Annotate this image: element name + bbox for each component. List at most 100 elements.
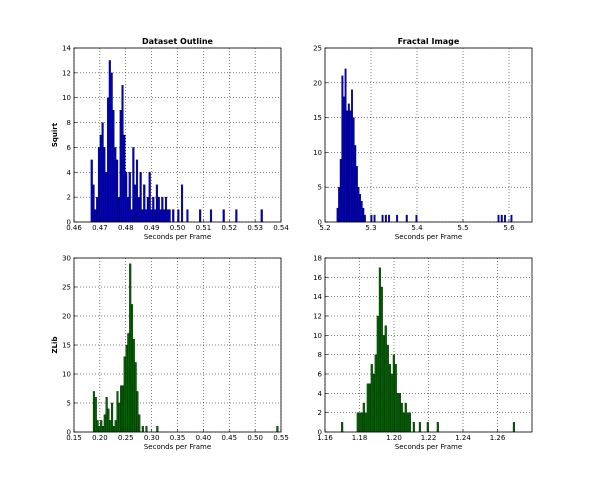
histogram-bar — [376, 315, 379, 433]
y-tick-label: 15 — [313, 114, 322, 122]
x-tick-label: 0.55 — [273, 434, 289, 442]
histogram-bar — [110, 72, 113, 223]
x-tick-label: 0.46 — [66, 224, 82, 232]
histogram-bar — [114, 147, 117, 223]
y-tick-label: 2 — [67, 194, 71, 202]
histogram-bar — [159, 209, 162, 223]
histogram-bar — [114, 420, 117, 433]
histogram-bar — [359, 194, 362, 223]
y-tick-label: 6 — [318, 371, 323, 379]
histogram-bar — [132, 147, 135, 223]
histogram-bar — [156, 426, 159, 433]
x-tick-label: 0.53 — [247, 224, 263, 232]
histogram-bar — [504, 214, 506, 223]
histogram-bar — [96, 420, 99, 433]
y-tick-label: 15 — [62, 342, 71, 350]
chart-panel-1: 0.46 0.47 0.48 0.49 0.50 0.51 0.52 0.53 0.54 0 2 4 6… — [51, 37, 289, 241]
histogram-bar — [145, 426, 148, 433]
histogram-bar — [362, 402, 365, 433]
histogram-bar — [101, 122, 104, 223]
histogram-bar — [396, 393, 399, 433]
x-tick-label: 0.52 — [221, 224, 237, 232]
y-tick-label: 6 — [67, 144, 72, 152]
histogram-bar — [116, 391, 119, 433]
histogram-bar — [120, 385, 123, 433]
histogram-bar — [94, 209, 97, 223]
histogram-bar — [101, 426, 105, 433]
histogram-bar — [168, 209, 171, 223]
histogram-bar — [157, 196, 160, 223]
histogram-bar — [346, 110, 349, 223]
histogram-bar — [166, 209, 169, 223]
x-axis-label: Seconds per Frame — [395, 443, 462, 451]
y-axis-label: Squirt — [51, 122, 59, 147]
histogram-bar — [108, 60, 111, 223]
histogram-bar — [109, 420, 112, 433]
histogram-bar — [368, 383, 371, 433]
histogram-bar — [338, 187, 341, 223]
histogram-bar — [400, 402, 403, 433]
histogram-bar — [103, 414, 106, 433]
y-tick-label: 14 — [313, 293, 322, 301]
histogram-bar — [164, 196, 168, 223]
histogram-bar — [118, 402, 121, 433]
x-axis-label: Seconds per Frame — [144, 443, 211, 451]
histogram-bar — [360, 200, 363, 223]
x-tick-label: 1.16 — [317, 434, 333, 442]
axes-frame — [324, 257, 533, 433]
histogram-bar — [222, 209, 225, 223]
histogram-bar — [141, 426, 144, 433]
histogram-bar — [380, 286, 383, 433]
histogram-bar — [107, 408, 110, 433]
histogram-bar — [235, 209, 238, 223]
histogram-bar — [128, 172, 131, 223]
histogram-bar — [388, 364, 391, 433]
histogram-bar — [127, 333, 130, 433]
histogram-bar — [132, 339, 135, 433]
x-tick-label: 0.48 — [118, 224, 134, 232]
y-tick-label: 8 — [67, 119, 71, 127]
plot-area — [325, 48, 532, 222]
x-tick-label: 0.50 — [170, 224, 186, 232]
histogram-bar — [374, 354, 377, 433]
x-tick-label: 5.5 — [457, 224, 468, 232]
histogram-bar — [339, 159, 342, 223]
y-tick-label: 0 — [318, 219, 322, 227]
x-tick-label: 0.45 — [221, 434, 237, 442]
x-axis-label: Seconds per Frame — [395, 233, 462, 241]
histogram-bar — [360, 412, 364, 433]
chart-title: Dataset Outline — [142, 37, 214, 46]
y-tick-label: 10 — [62, 94, 71, 102]
histogram-bar — [388, 214, 391, 223]
histogram-bar — [172, 209, 175, 223]
histogram-bar — [155, 184, 158, 223]
histogram-bar — [137, 196, 140, 223]
histogram-bar — [146, 196, 149, 223]
histogram-bar — [370, 214, 373, 223]
histogram-bar — [139, 172, 142, 223]
histogram-bar — [344, 68, 347, 223]
histogram-bar — [358, 412, 361, 433]
histogram-bar — [92, 184, 95, 223]
histogram-bar — [116, 159, 119, 223]
histogram-bar — [354, 145, 357, 223]
histogram-bar — [98, 426, 101, 433]
y-tick-label: 4 — [318, 390, 323, 398]
x-tick-label: 5.2 — [319, 224, 330, 232]
y-tick-label: 14 — [62, 45, 71, 53]
x-tick-label: 1.22 — [421, 434, 437, 442]
y-tick-label: 25 — [313, 45, 322, 53]
histogram-bar — [123, 356, 126, 433]
y-tick-label: 20 — [313, 79, 322, 87]
histogram-bar — [161, 196, 164, 223]
y-tick-label: 20 — [62, 313, 71, 321]
histogram-bar — [100, 420, 103, 433]
x-tick-label: 0.49 — [144, 224, 160, 232]
x-tick-label: 0.25 — [118, 434, 134, 442]
histogram-bar — [138, 414, 141, 433]
x-tick-label: 0.47 — [92, 224, 108, 232]
histogram-bar — [349, 110, 352, 223]
histogram-bar — [119, 109, 122, 223]
histogram-bar — [136, 391, 139, 433]
x-tick-label: 1.20 — [386, 434, 402, 442]
